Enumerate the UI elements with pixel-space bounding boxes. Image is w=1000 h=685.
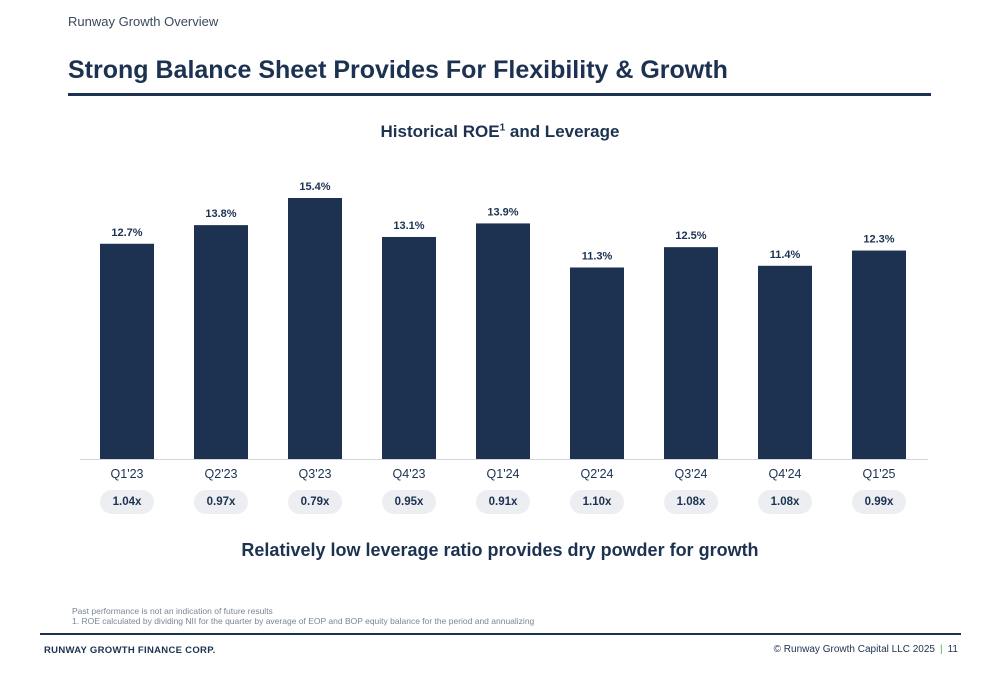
chart-title-text: Historical ROE xyxy=(380,122,500,141)
data-label-3: 13.1% xyxy=(393,220,424,232)
data-label-4: 13.9% xyxy=(487,206,518,218)
title-divider xyxy=(68,93,931,96)
footer-right: © Runway Growth Capital LLC 2025 | 11 xyxy=(774,644,958,655)
category-label-8: Q1'25 xyxy=(863,467,896,481)
leverage-pill-2: 0.79x xyxy=(288,490,342,514)
category-label-3: Q4'23 xyxy=(393,467,426,481)
footer-divider xyxy=(40,633,961,635)
data-label-7: 11.4% xyxy=(770,249,801,261)
page-title: Strong Balance Sheet Provides For Flexib… xyxy=(68,56,728,84)
data-label-5: 11.3% xyxy=(582,250,613,262)
leverage-pill-3: 0.95x xyxy=(382,490,436,514)
bar-3 xyxy=(382,236,436,459)
bar-2 xyxy=(288,198,342,459)
category-label-7: Q4'24 xyxy=(769,467,802,481)
chart-title: Historical ROE1 and Leverage xyxy=(0,122,1000,142)
category-label-0: Q1'23 xyxy=(111,467,144,481)
data-label-0: 12.7% xyxy=(111,227,142,239)
disclaimer-footnote: Past performance is not an indication of… xyxy=(72,606,273,616)
data-label-6: 12.5% xyxy=(675,230,706,242)
leverage-pill-7: 1.08x xyxy=(758,490,812,514)
bar-5 xyxy=(570,267,624,459)
bar-8 xyxy=(852,250,906,459)
leverage-pill-0: 1.04x xyxy=(100,490,154,514)
footer-copyright: © Runway Growth Capital LLC 2025 xyxy=(773,644,935,655)
chart-title-footnote-marker: 1 xyxy=(499,122,506,134)
roe-footnote: 1. ROE calculated by dividing NII for th… xyxy=(72,616,535,626)
leverage-pill-5: 1.10x xyxy=(570,490,624,514)
data-label-1: 13.8% xyxy=(205,208,236,220)
category-label-4: Q1'24 xyxy=(487,467,520,481)
leverage-pill-6: 1.08x xyxy=(664,490,718,514)
category-label-5: Q2'24 xyxy=(581,467,614,481)
category-label-2: Q3'23 xyxy=(299,467,332,481)
bar-6 xyxy=(664,247,718,459)
leverage-pill-8: 0.99x xyxy=(852,490,906,514)
category-label-1: Q2'23 xyxy=(205,467,238,481)
tagline: Relatively low leverage ratio provides d… xyxy=(241,540,759,560)
footer-company: RUNWAY GROWTH FINANCE CORP. xyxy=(44,645,216,656)
leverage-pill-1: 0.97x xyxy=(194,490,248,514)
bar-1 xyxy=(194,225,248,459)
section-label: Runway Growth Overview xyxy=(68,14,219,29)
footer-separator: | xyxy=(940,644,943,655)
leverage-pill-4: 0.91x xyxy=(476,490,530,514)
data-label-8: 12.3% xyxy=(863,234,894,246)
chart-title-suffix: and Leverage xyxy=(505,122,620,141)
bar-4 xyxy=(476,223,530,459)
bar-7 xyxy=(758,265,812,459)
roe-bar-chart: 12.7% Q1'23 13.8% Q2'23 15.4% Q3'23 13.1% Q4'23… xyxy=(80,181,928,481)
data-label-2: 15.4% xyxy=(299,181,330,193)
category-label-6: Q3'24 xyxy=(675,467,708,481)
bar-0 xyxy=(100,243,154,459)
page-number: 11 xyxy=(947,644,958,655)
